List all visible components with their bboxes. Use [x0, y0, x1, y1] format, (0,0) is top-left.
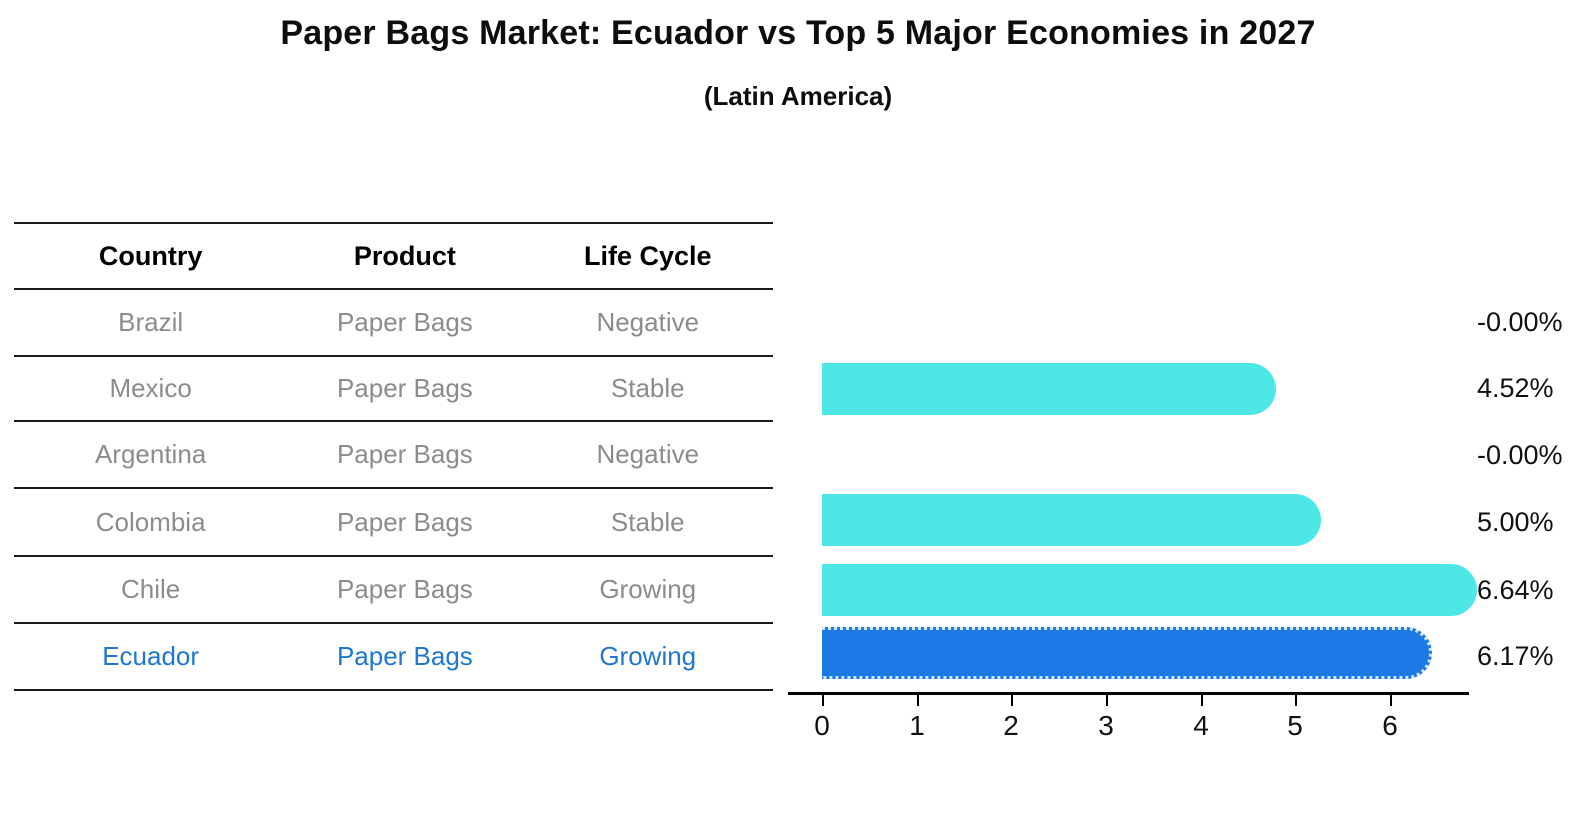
table-divider — [14, 420, 773, 422]
chart-title: Paper Bags Market: Ecuador vs Top 5 Majo… — [280, 14, 1316, 52]
country-cell: Chile — [120, 574, 181, 604]
life-cycle-cell: Growing — [599, 641, 697, 671]
table-divider — [14, 622, 773, 624]
table-divider — [14, 689, 773, 691]
table-row-argentina: Argentina Paper Bags Negative — [14, 438, 773, 470]
table-divider — [14, 355, 773, 357]
product-cell: Paper Bags — [336, 641, 473, 671]
x-axis-tick — [1106, 695, 1108, 706]
column-header-country: Country — [98, 241, 203, 271]
country-cell: Brazil — [118, 307, 184, 337]
table-divider — [14, 288, 773, 290]
product-cell: Paper Bags — [336, 439, 473, 469]
value-label-brazil: -0.00% — [1477, 307, 1563, 337]
value-label-mexico: 4.52% — [1477, 373, 1554, 403]
bar-colombia — [822, 494, 1321, 546]
life-cycle-cell: Stable — [610, 373, 685, 403]
product-cell: Paper Bags — [336, 574, 473, 604]
x-axis-tick — [917, 695, 919, 706]
x-axis-tick — [1295, 695, 1297, 706]
x-axis-tick-label: 0 — [814, 710, 830, 741]
product-cell: Paper Bags — [336, 373, 473, 403]
x-axis-tick — [822, 695, 824, 706]
x-axis-tick-label: 3 — [1098, 710, 1114, 741]
table-divider — [14, 222, 773, 224]
bar-ecuador-highlighted — [822, 627, 1432, 679]
country-cell: Argentina — [94, 439, 207, 469]
x-axis-tick — [1390, 695, 1392, 706]
product-cell: Paper Bags — [336, 307, 473, 337]
life-cycle-cell: Stable — [610, 507, 685, 537]
x-axis-tick — [1011, 695, 1013, 706]
x-axis-tick-label: 4 — [1193, 710, 1209, 741]
x-axis-tick-label: 1 — [909, 710, 925, 741]
table-row-colombia: Colombia Paper Bags Stable — [14, 506, 773, 538]
life-cycle-cell: Negative — [596, 307, 700, 337]
column-header-product: Product — [353, 241, 456, 271]
country-cell: Mexico — [109, 373, 192, 403]
table-divider — [14, 555, 773, 557]
bar-mexico — [822, 363, 1276, 415]
life-cycle-cell: Growing — [599, 574, 697, 604]
value-label-argentina: -0.00% — [1477, 440, 1563, 470]
column-header-life-cycle: Life Cycle — [583, 241, 712, 271]
x-axis-tick-label: 2 — [1003, 710, 1019, 741]
table-row-mexico: Mexico Paper Bags Stable — [14, 372, 773, 404]
x-axis-line — [788, 692, 1469, 695]
x-axis-tick-label: 6 — [1382, 710, 1398, 741]
table-divider — [14, 487, 773, 489]
chart-subtitle: (Latin America) — [703, 81, 893, 111]
product-cell: Paper Bags — [336, 507, 473, 537]
life-cycle-cell: Negative — [596, 439, 700, 469]
x-axis-tick-label: 5 — [1287, 710, 1303, 741]
bar-chile — [822, 564, 1477, 616]
table-header-row: Country Product Life Cycle — [14, 238, 773, 274]
x-axis-tick — [1201, 695, 1203, 706]
value-label-chile: 6.64% — [1477, 575, 1554, 605]
table-row-ecuador-highlighted: Ecuador Paper Bags Growing — [14, 640, 773, 672]
country-cell: Colombia — [95, 507, 206, 537]
value-label-colombia: 5.00% — [1477, 507, 1554, 537]
table-row-brazil: Brazil Paper Bags Negative — [14, 306, 773, 338]
country-cell: Ecuador — [102, 641, 200, 671]
table-row-chile: Chile Paper Bags Growing — [14, 573, 773, 605]
value-label-ecuador: 6.17% — [1477, 641, 1554, 671]
